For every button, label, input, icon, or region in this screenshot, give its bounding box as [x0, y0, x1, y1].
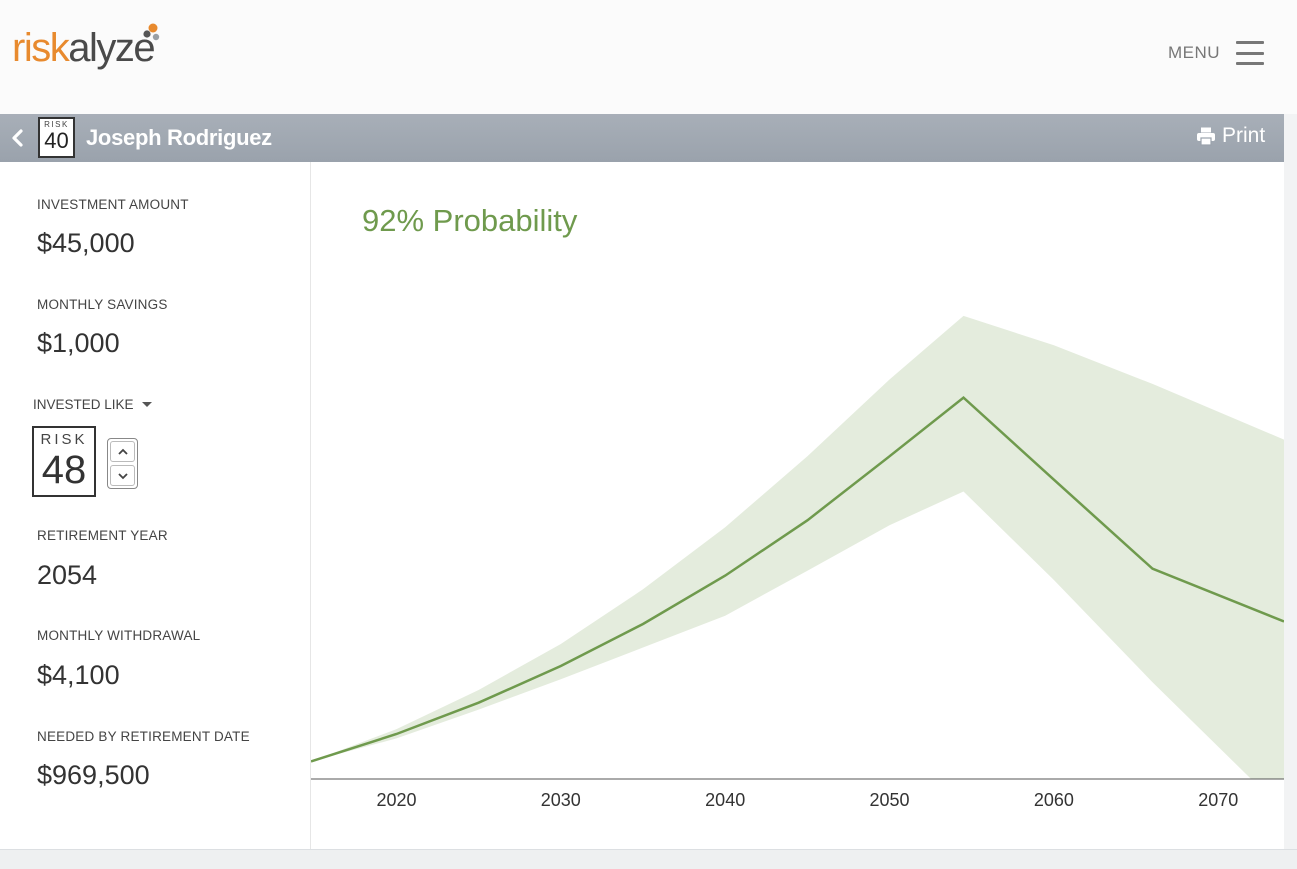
needed-by-retirement-value: $969,500	[37, 760, 150, 790]
printer-icon	[1197, 127, 1215, 146]
monthly-withdrawal-value[interactable]: $4,100	[37, 660, 120, 690]
probability-title: 92% Probability	[362, 203, 578, 238]
x-tick-label: 2040	[705, 790, 745, 810]
needed-by-retirement-label: NEEDED BY RETIREMENT DATE	[37, 729, 250, 744]
x-tick-label: 2030	[541, 790, 581, 810]
sidebar-divider	[310, 162, 311, 849]
client-name: Joseph Rodriguez	[86, 125, 272, 150]
projection-chart: 2020 2030 2040 2050 2060 2070	[311, 315, 1284, 810]
monthly-withdrawal-label: MONTHLY WITHDRAWAL	[37, 628, 201, 643]
x-tick-label: 2020	[376, 790, 416, 810]
x-tick-label: 2050	[869, 790, 909, 810]
chevron-up-icon	[117, 448, 128, 455]
hamburger-icon	[1236, 41, 1265, 65]
print-label: Print	[1222, 124, 1266, 147]
median-projection-line	[311, 395, 1284, 763]
invested-risk-label: RISK	[40, 431, 88, 448]
invested-risk-badge: RISK 48	[32, 426, 96, 497]
logo-text-alyze: alyze	[68, 26, 155, 70]
investment-amount-label: INVESTMENT AMOUNT	[37, 197, 189, 212]
invested-like-dropdown[interactable]: INVESTED LIKE	[33, 397, 152, 412]
risk-stepper	[107, 438, 138, 489]
x-tick-label: 2060	[1034, 790, 1074, 810]
monthly-savings-value[interactable]: $1,000	[37, 328, 120, 358]
menu-button[interactable]: MENU	[1168, 38, 1265, 68]
print-button[interactable]: Print	[1196, 124, 1265, 148]
client-risk-score: 40	[44, 128, 69, 153]
x-tick-label: 2070	[1198, 790, 1238, 810]
invested-risk-score: 48	[41, 448, 87, 492]
client-risk-label: RISK	[44, 120, 69, 129]
client-bar	[0, 114, 1284, 162]
logo-text-risk: risk	[12, 26, 70, 70]
menu-label: MENU	[1168, 43, 1221, 62]
logo-dots-icon	[143, 23, 160, 41]
top-header: riskalyze MENU	[0, 0, 1297, 114]
caret-down-icon	[141, 402, 152, 407]
retirement-year-value[interactable]: 2054	[37, 560, 98, 590]
retirement-year-label: RETIREMENT YEAR	[37, 528, 168, 543]
riskalyze-logo[interactable]: riskalyze	[12, 26, 156, 70]
risk-increase-button[interactable]	[110, 441, 135, 462]
chevron-down-icon	[117, 472, 128, 479]
monthly-savings-label: MONTHLY SAVINGS	[37, 297, 168, 312]
chevron-left-icon[interactable]	[8, 126, 28, 150]
invested-like-label: INVESTED LIKE	[33, 397, 134, 412]
confidence-band	[311, 315, 1284, 779]
bottom-strip	[0, 849, 1297, 869]
investment-amount-value[interactable]: $45,000	[37, 228, 135, 258]
client-risk-badge: RISK 40	[38, 117, 75, 158]
risk-decrease-button[interactable]	[110, 465, 135, 486]
